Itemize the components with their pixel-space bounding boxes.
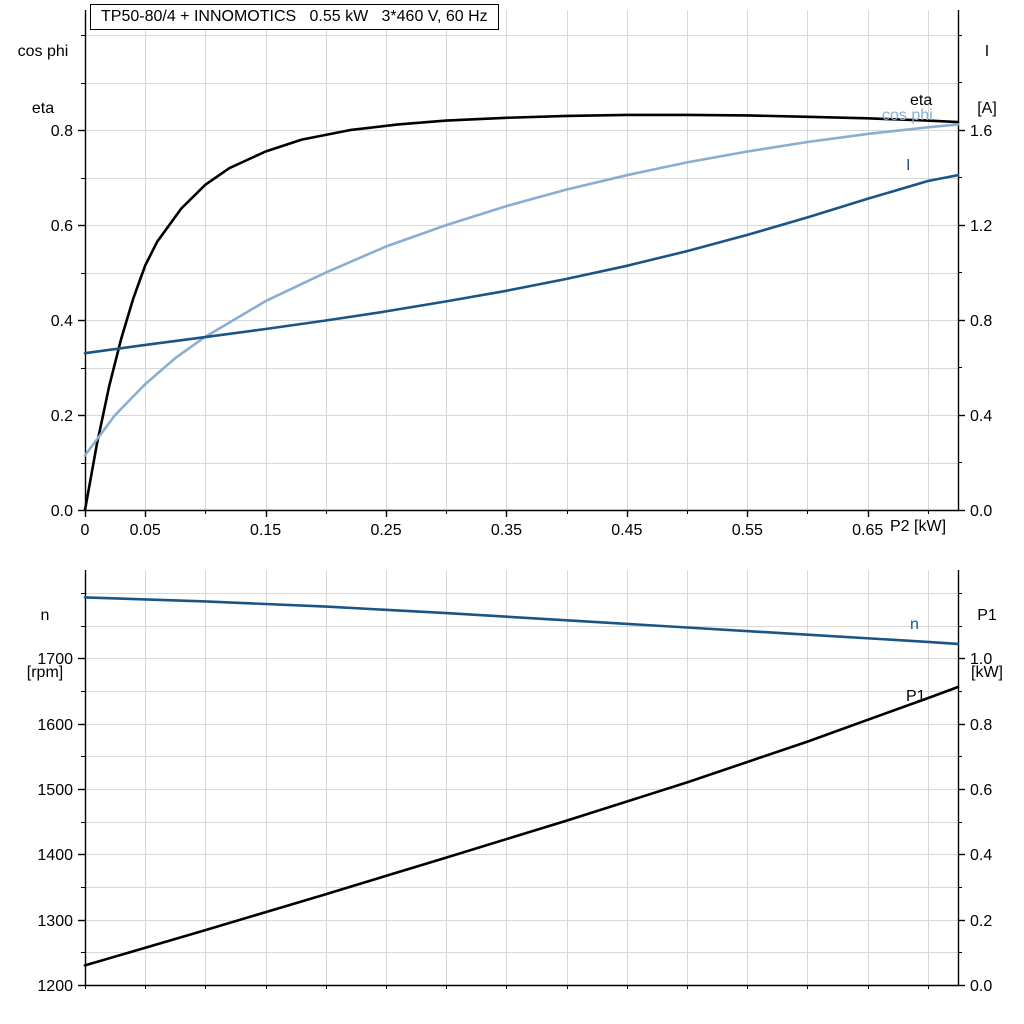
power-in-curve-label: P1 [906,688,926,705]
svg-text:1.6: 1.6 [970,123,992,140]
svg-text:0.05: 0.05 [130,522,161,539]
svg-text:0.15: 0.15 [250,522,281,539]
svg-text:1600: 1600 [37,717,73,734]
left-axis-label-eta: eta [31,100,55,117]
bottom-right-axis-title: P1 [kW] [956,568,1018,720]
svg-text:0.8: 0.8 [970,313,992,330]
svg-text:0.6: 0.6 [51,218,73,235]
svg-text:0.0: 0.0 [51,503,73,520]
svg-text:0.0: 0.0 [970,503,992,520]
left-axis-unit-rpm: [rpm] [26,664,64,681]
eta-curve-label: eta [910,92,933,109]
svg-text:0.8: 0.8 [970,717,992,734]
svg-text:0.45: 0.45 [611,522,642,539]
left-axis-label-cos-phi: cos phi [17,43,69,60]
right-axis-label-power-in: P1 [977,607,997,624]
left-axis-label-speed: n [40,607,50,624]
svg-text:0.35: 0.35 [491,522,522,539]
svg-text:1300: 1300 [37,913,73,930]
right-axis-label-current: I [984,43,990,60]
right-axis-unit-kw: [kW] [971,664,1003,681]
chart-title: TP50-80/4 + INNOMOTICS 0.55 kW 3*460 V, … [90,4,499,30]
cos-phi-curve-label: cos phi [882,107,933,124]
svg-text:1400: 1400 [37,847,73,864]
x-axis-label: P2 [kW] [890,518,947,535]
svg-text:0.2: 0.2 [51,408,73,425]
svg-text:1200: 1200 [37,978,73,995]
right-axis-unit-amps: [A] [977,100,997,117]
top-right-axis-title: I [A] [956,4,1018,156]
svg-text:1.2: 1.2 [970,218,992,235]
svg-text:0.8: 0.8 [51,123,73,140]
svg-text:0.25: 0.25 [370,522,401,539]
svg-text:0.65: 0.65 [852,522,883,539]
svg-text:0.4: 0.4 [970,408,992,425]
svg-text:0.0: 0.0 [970,978,992,995]
current-curve-label: I [906,157,911,174]
top-left-axis-title: cos phi eta [4,4,82,156]
svg-text:1700: 1700 [37,651,73,668]
svg-text:1500: 1500 [37,782,73,799]
svg-text:0: 0 [81,522,90,539]
svg-text:0.4: 0.4 [51,313,73,330]
svg-text:0.6: 0.6 [970,782,992,799]
bottom-left-axis-title: n [rpm] [8,568,82,720]
svg-text:1.0: 1.0 [970,651,992,668]
svg-text:0.55: 0.55 [732,522,763,539]
svg-text:0.2: 0.2 [970,913,992,930]
svg-text:0.4: 0.4 [970,847,992,864]
speed-curve-label: n [910,616,919,633]
